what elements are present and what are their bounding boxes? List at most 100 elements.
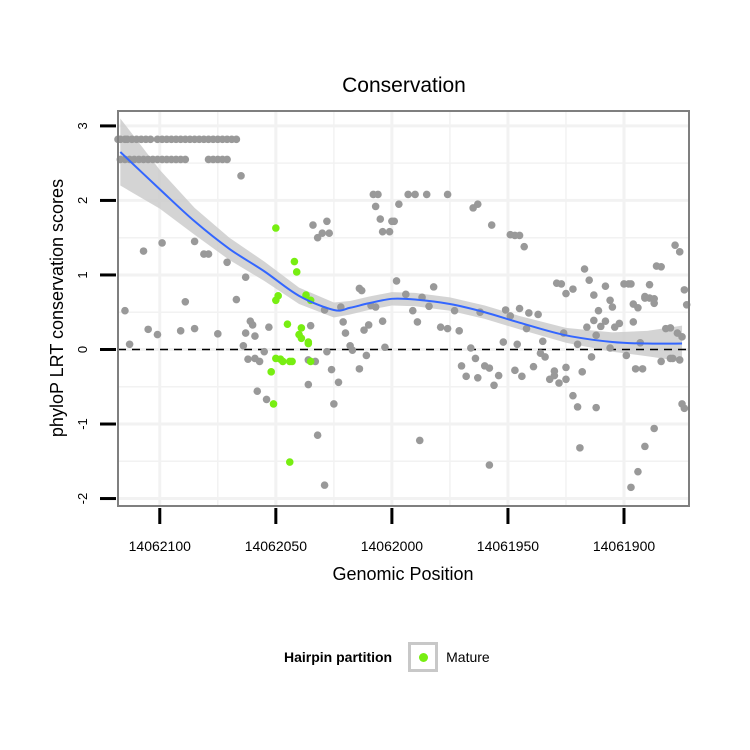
other-point: [404, 190, 412, 199]
other-point: [357, 286, 366, 295]
other-point: [678, 400, 686, 408]
other-point: [511, 366, 519, 375]
other-point: [309, 221, 317, 229]
other-point: [402, 290, 410, 299]
other-point: [334, 378, 343, 387]
other-point: [467, 344, 475, 352]
other-point: [323, 347, 331, 356]
other-point: [641, 442, 649, 451]
other-point: [576, 444, 584, 452]
mature-point: [302, 291, 310, 299]
other-point: [485, 461, 494, 469]
other-point: [251, 332, 259, 340]
other-point: [327, 365, 336, 374]
other-point: [578, 368, 587, 376]
confidence-ribbon: [120, 118, 683, 362]
other-point: [181, 297, 190, 306]
mature-point: [297, 324, 306, 332]
other-point: [538, 337, 547, 346]
other-point: [341, 329, 350, 337]
legend-key-mature: [408, 642, 439, 672]
other-point: [515, 304, 524, 313]
plot-frame: [117, 110, 690, 507]
y-tick-label: 3: [75, 122, 90, 129]
other-point: [355, 365, 364, 373]
other-point: [675, 356, 684, 364]
other-point: [522, 324, 531, 333]
other-point: [364, 321, 373, 329]
other-point: [376, 215, 385, 223]
other-point: [562, 289, 570, 298]
dot-icon: [418, 652, 428, 662]
other-point: [146, 135, 155, 144]
other-point: [395, 200, 403, 208]
other-point: [671, 241, 679, 249]
other-point: [675, 248, 684, 256]
other-point: [555, 379, 563, 387]
other-point: [485, 364, 494, 372]
other-point: [473, 200, 482, 208]
other-point: [627, 483, 635, 492]
x-tick-label: 14062000: [361, 538, 424, 554]
other-point: [125, 340, 134, 349]
other-point: [181, 155, 190, 164]
other-point: [190, 237, 199, 246]
mature-point: [279, 357, 287, 366]
other-point: [515, 231, 524, 240]
other-point: [408, 306, 417, 315]
other-point: [590, 316, 598, 325]
other-point: [657, 357, 665, 366]
other-point: [592, 403, 600, 412]
other-point: [204, 250, 213, 258]
other-point: [253, 387, 262, 396]
other-point: [513, 340, 522, 349]
other-point: [529, 362, 538, 371]
other-point: [415, 436, 424, 445]
other-point: [244, 355, 252, 363]
mature-point: [283, 320, 292, 328]
other-point: [573, 340, 582, 349]
other-point: [525, 309, 533, 317]
other-point: [374, 190, 382, 199]
other-point: [629, 318, 638, 326]
mature-point: [304, 338, 313, 346]
other-point: [313, 431, 322, 439]
smooth-line: [119, 151, 683, 345]
other-point: [657, 262, 665, 271]
other-point: [594, 306, 603, 315]
other-point: [443, 324, 452, 333]
other-point: [223, 258, 231, 267]
other-point: [265, 323, 273, 331]
other-point: [378, 317, 387, 325]
y-axis-label: phyloP LRT conservation scores: [47, 179, 67, 437]
other-point: [562, 375, 570, 384]
other-point: [622, 351, 631, 360]
other-point: [371, 202, 380, 211]
other-point: [550, 371, 559, 380]
other-point: [262, 395, 271, 404]
other-point: [241, 329, 250, 337]
other-point: [650, 295, 658, 303]
other-point: [320, 481, 329, 489]
y-tick-label: 0: [75, 346, 90, 353]
other-point: [668, 354, 677, 363]
other-point: [471, 354, 480, 363]
other-point: [323, 217, 331, 226]
other-point: [190, 324, 199, 333]
other-point: [304, 380, 313, 389]
other-point: [606, 344, 614, 352]
other-point: [557, 280, 566, 288]
other-point: [214, 330, 222, 338]
other-point: [473, 374, 482, 382]
other-point: [436, 323, 445, 331]
other-point: [627, 280, 635, 288]
y-tick-label: 2: [75, 197, 90, 204]
other-point: [583, 323, 591, 331]
mature-point: [306, 357, 315, 366]
mature-point: [285, 458, 294, 466]
other-point: [241, 273, 250, 281]
other-point: [606, 296, 614, 305]
other-point: [348, 346, 357, 355]
other-point: [587, 353, 596, 361]
